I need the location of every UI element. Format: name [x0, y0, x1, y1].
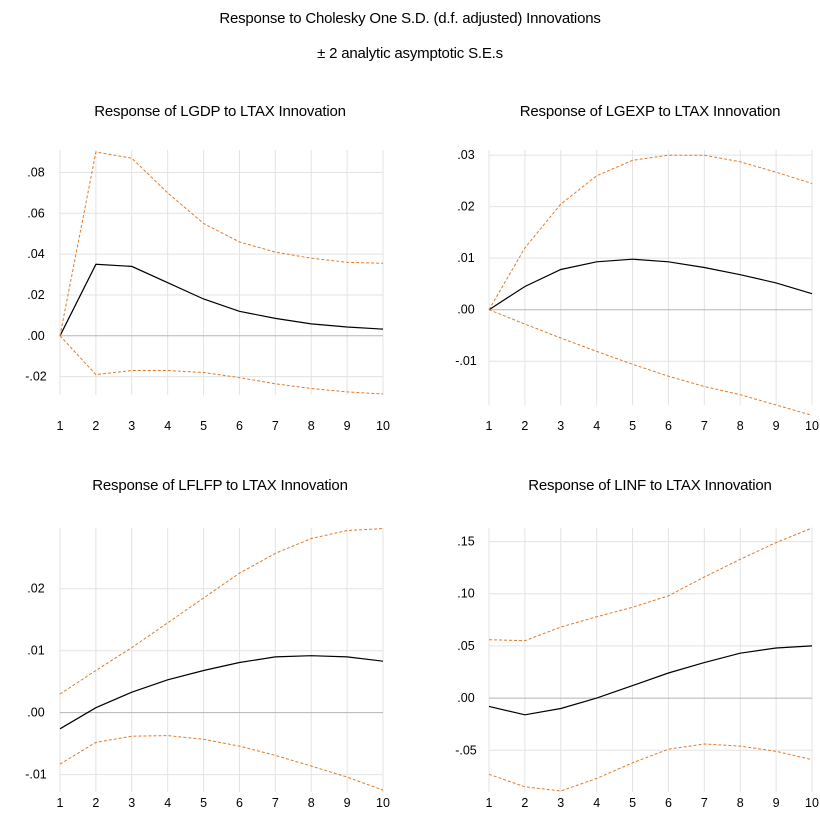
x-tick-label: 10: [805, 796, 819, 810]
response-line: [488, 258, 813, 311]
response-line: [488, 645, 813, 716]
x-tick-label: 3: [557, 419, 564, 433]
x-tick-label: 5: [629, 796, 636, 810]
confidence-band-upper: [59, 151, 384, 336]
x-tick-label: 4: [593, 419, 600, 433]
x-tick-label: 1: [486, 419, 493, 433]
x-tick-label: 4: [164, 419, 171, 433]
x-tick-label: 8: [737, 796, 744, 810]
x-tick-label: 9: [773, 419, 780, 433]
x-tick-label: 1: [57, 419, 64, 433]
x-tick-label: 7: [701, 796, 708, 810]
y-tick-label: -.05: [455, 743, 477, 757]
x-tick-label: 9: [344, 419, 351, 433]
y-tick-label: .00: [457, 691, 474, 705]
irf-panel-2: Response of LGEXP to LTAX Innovation .03.…: [455, 103, 819, 433]
y-tick-label: .05: [457, 639, 474, 653]
panel-title: Response of LGDP to LTAX Innovation: [94, 103, 346, 120]
confidence-band-lower: [59, 335, 384, 395]
y-tick-label: -.02: [25, 370, 47, 384]
confidence-band-upper: [59, 528, 384, 695]
x-tick-label: 2: [92, 796, 99, 810]
x-tick-label: 1: [57, 796, 64, 810]
x-tick-label: 9: [344, 796, 351, 810]
confidence-band-upper: [488, 527, 813, 642]
panel-title: Response of LFLFP to LTAX Innovation: [92, 477, 347, 494]
y-tick-label: .15: [457, 535, 474, 549]
x-tick-label: 6: [665, 796, 672, 810]
x-tick-label: 8: [308, 419, 315, 433]
y-tick-label: .04: [27, 247, 44, 261]
x-tick-label: 7: [701, 419, 708, 433]
response-line: [59, 655, 384, 730]
y-tick-label: .01: [27, 644, 44, 658]
confidence-band-upper: [488, 154, 813, 310]
x-tick-label: 4: [593, 796, 600, 810]
confidence-band-lower: [488, 309, 813, 416]
irf-panel-3: Response of LFLFP to LTAX Innovation .02.…: [25, 477, 390, 810]
x-tick-label: 6: [236, 796, 243, 810]
x-tick-label: 3: [128, 419, 135, 433]
panel-title: Response of LGEXP to LTAX Innovation: [520, 103, 780, 120]
x-tick-label: 3: [557, 796, 564, 810]
x-tick-label: 1: [486, 796, 493, 810]
x-tick-label: 4: [164, 796, 171, 810]
irf-panel-4: Response of LINF to LTAX Innovation .15 .1…: [455, 477, 819, 810]
x-tick-label: 10: [376, 796, 390, 810]
x-tick-label: 6: [236, 419, 243, 433]
x-tick-label: 2: [521, 419, 528, 433]
y-tick-label: .08: [27, 165, 44, 179]
x-tick-label: 8: [737, 419, 744, 433]
x-tick-label: 10: [805, 419, 819, 433]
x-tick-label: 5: [629, 419, 636, 433]
figure-subtitle: ± 2 analytic asymptotic S.E.s: [317, 45, 503, 62]
y-tick-label: .02: [27, 582, 44, 596]
y-tick-label: .00: [27, 706, 44, 720]
y-tick-label: .06: [27, 206, 44, 220]
x-tick-label: 9: [773, 796, 780, 810]
y-tick-label: .02: [27, 288, 44, 302]
y-tick-label: .02: [457, 200, 474, 214]
x-tick-label: 5: [200, 796, 207, 810]
x-tick-label: 8: [308, 796, 315, 810]
panel-title: Response of LINF to LTAX Innovation: [528, 477, 771, 494]
response-line: [59, 263, 384, 337]
y-tick-label: .00: [27, 329, 44, 343]
confidence-band-lower: [59, 735, 384, 791]
y-tick-label: -.01: [455, 354, 477, 368]
figure-title: Response to Cholesky One S.D. (d.f. adju…: [219, 10, 601, 27]
y-tick-label: .03: [457, 148, 474, 162]
x-tick-label: 7: [272, 796, 279, 810]
x-tick-label: 3: [128, 796, 135, 810]
irf-panel-1: Response of LGDP to LTAX Innovation .08 .0…: [25, 103, 390, 433]
y-tick-label: .01: [457, 251, 474, 265]
y-tick-label: .00: [457, 303, 474, 317]
x-tick-label: 2: [92, 419, 99, 433]
confidence-band-lower: [488, 743, 813, 792]
x-tick-label: 5: [200, 419, 207, 433]
x-tick-label: 10: [376, 419, 390, 433]
y-tick-label: -.01: [25, 768, 47, 782]
y-tick-label: .10: [457, 587, 474, 601]
x-tick-label: 6: [665, 419, 672, 433]
x-tick-label: 2: [521, 796, 528, 810]
x-tick-label: 7: [272, 419, 279, 433]
